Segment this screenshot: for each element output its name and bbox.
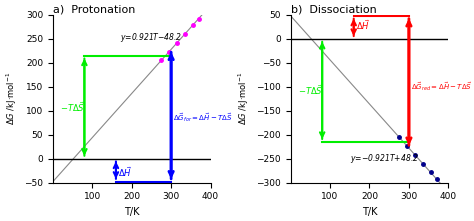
X-axis label: T/K: T/K <box>362 207 377 217</box>
Text: $-T\Delta\vec{S}$: $-T\Delta\vec{S}$ <box>60 100 85 114</box>
Y-axis label: $\Delta G$ /kJ·mol$^{-1}$: $\Delta G$ /kJ·mol$^{-1}$ <box>4 72 18 126</box>
Text: y=0.921$T$−48.2: y=0.921$T$−48.2 <box>120 31 182 44</box>
Text: a)  Protonation: a) Protonation <box>53 4 135 14</box>
Text: b)  Dissociation: b) Dissociation <box>291 4 376 14</box>
X-axis label: T/K: T/K <box>124 207 139 217</box>
Text: $-T\Delta\vec{S}$: $-T\Delta\vec{S}$ <box>298 84 323 97</box>
Text: y=−0.921$T$+48.2: y=−0.921$T$+48.2 <box>350 152 419 165</box>
Text: $\Delta\vec{H}$: $\Delta\vec{H}$ <box>356 18 370 32</box>
Text: $\Delta\vec{H}$: $\Delta\vec{H}$ <box>118 166 132 179</box>
Text: $\Delta\vec{G}_{for}=\Delta\vec{H}-T\Delta\vec{S}$: $\Delta\vec{G}_{for}=\Delta\vec{H}-T\Del… <box>173 111 233 124</box>
Text: $\Delta\vec{G}_{red}=\Delta\vec{H}-T\Delta\vec{S}$: $\Delta\vec{G}_{red}=\Delta\vec{H}-T\Del… <box>411 80 472 93</box>
Y-axis label: $\Delta G$ /kJ·mol$^{-1}$: $\Delta G$ /kJ·mol$^{-1}$ <box>236 72 251 126</box>
